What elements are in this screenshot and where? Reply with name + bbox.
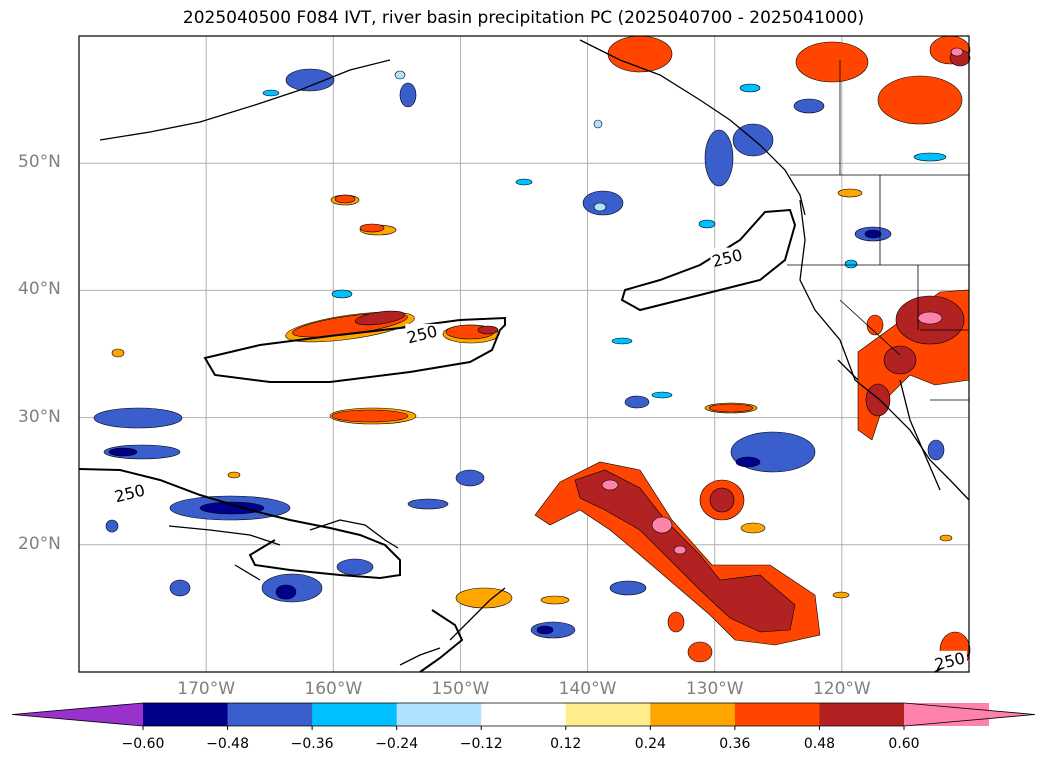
- longitude-label: 150°W: [431, 679, 490, 699]
- colorbar-segment: [819, 703, 905, 726]
- colorbar-tick-label: −0.36: [290, 736, 334, 752]
- longitude-label: 130°W: [685, 679, 744, 699]
- latitude-label: 40°N: [18, 279, 61, 300]
- colorbar-tick-label: −0.48: [206, 736, 249, 752]
- colorbar-tick-label: −0.12: [459, 736, 503, 752]
- colorbar: [11, 702, 1036, 730]
- contour-label-background: [710, 247, 745, 266]
- colorbar-segment: [650, 703, 736, 726]
- colorbar-tick-label: 0.24: [634, 736, 666, 752]
- ivt-contours: [78, 208, 970, 673]
- colorbar-tick-label: 0.60: [888, 736, 920, 752]
- political-borders: [787, 60, 969, 401]
- colorbar-segment: [734, 703, 820, 726]
- negative-anomaly-regions: [93, 68, 947, 639]
- colorbar-segment: [565, 703, 651, 726]
- longitude-label: 170°W: [177, 679, 236, 699]
- map-title: 2025040500 F084 IVT, river basin precipi…: [182, 8, 865, 28]
- colorbar-extend-high: [904, 703, 1035, 726]
- longitude-label: 160°W: [304, 679, 363, 699]
- contour-label-background: [932, 650, 967, 669]
- colorbar-segment: [143, 703, 229, 726]
- latitude-label: 20°N: [18, 533, 61, 554]
- colorbar-segment: [227, 703, 313, 726]
- colorbar-tick-label: 0.36: [719, 736, 751, 752]
- colorbar-tick-label: −0.24: [375, 736, 419, 752]
- colorbar-segment: [396, 703, 482, 726]
- colorbar-segment: [312, 703, 398, 726]
- colorbar-tick-label: 0.48: [803, 736, 836, 752]
- longitude-label: 120°W: [812, 679, 871, 699]
- latitude-label: 50°N: [18, 152, 61, 173]
- colorbar-extend-low: [12, 703, 143, 726]
- contour-label-background: [112, 482, 147, 501]
- gridlines: [79, 36, 969, 672]
- longitude-label: 140°W: [558, 679, 617, 699]
- colorbar-segment: [481, 703, 567, 726]
- positive-anomaly-regions: [111, 35, 971, 669]
- colorbar-tick-label: −0.60: [121, 736, 165, 752]
- contour-label-background: [405, 323, 440, 342]
- colorbar-tick-label: 0.12: [550, 736, 582, 752]
- coastlines: [99, 39, 970, 666]
- latitude-label: 30°N: [18, 406, 61, 427]
